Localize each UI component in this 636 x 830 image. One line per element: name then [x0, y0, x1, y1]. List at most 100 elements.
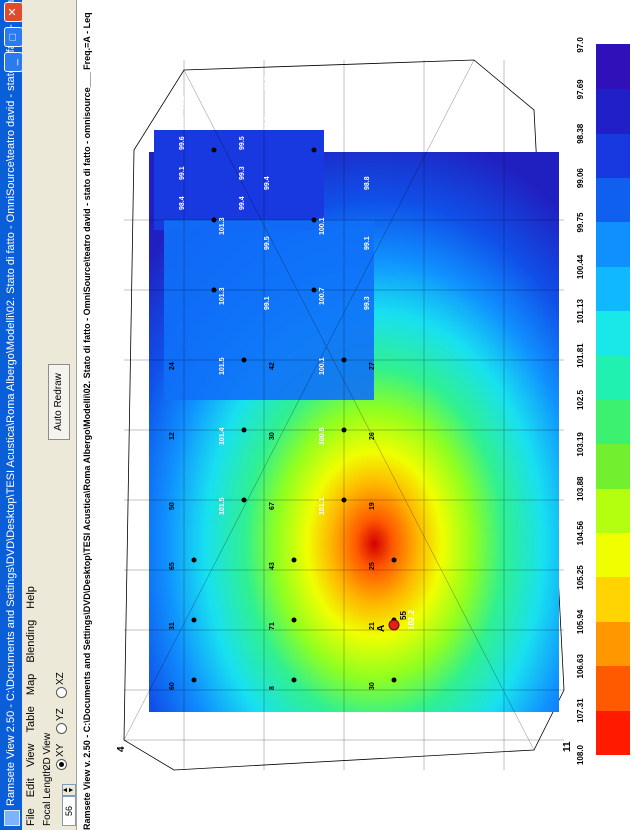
menu-bar: File Edit View Table Map Blending Help — [22, 0, 40, 830]
map-value-label: 100.5 — [319, 427, 326, 445]
scale-swatch — [596, 310, 630, 356]
map-value-label: 8 — [269, 686, 276, 690]
menu-blending[interactable]: Blending — [25, 619, 37, 663]
source-label: A — [376, 625, 387, 632]
map-value-label: 101.3 — [219, 287, 226, 305]
map-value-label: 100.1 — [319, 357, 326, 375]
scale-swatch — [596, 88, 630, 134]
close-button[interactable]: ✕ — [4, 2, 22, 22]
scale-swatch — [596, 355, 630, 400]
view-controls: 2D View XY YZ XZ Focal Length 56 ▲ ▼ Auto… — [40, 0, 77, 830]
scale-swatch — [596, 177, 630, 223]
scale-swatch — [596, 532, 630, 578]
menu-file[interactable]: File — [25, 808, 37, 826]
maximize-button[interactable]: □ — [4, 27, 22, 48]
window-buttons: _ □ ✕ — [2, 2, 22, 74]
map-value-label: 99.8 — [239, 96, 246, 110]
scale-label: 105.25 — [576, 565, 585, 590]
row-value-labels: 101.5 101.4 101.5 101.3 101.3 101.1 100.5 100.1… — [219, 217, 326, 515]
scale-label: 101.81 — [576, 343, 585, 368]
scale-swatch — [596, 222, 630, 267]
map-value-label: 98.4 — [179, 196, 186, 210]
focal-length-input[interactable]: 56 — [62, 796, 76, 826]
view-2d-label: 2D View — [42, 732, 53, 770]
map-value-label: 99.6 — [179, 136, 186, 150]
corner-bottom-label: 11 — [562, 741, 573, 752]
scale-swatch — [596, 710, 630, 755]
map-value-label: 67 — [269, 502, 276, 510]
map-value-label: 26 — [369, 432, 376, 440]
map-value-label: 50 — [169, 502, 176, 510]
map-value-label: 99.5 — [239, 136, 246, 150]
map-value-label: 100.7 — [319, 287, 326, 305]
minimize-button[interactable]: _ — [4, 52, 22, 73]
map-value-label: 24 — [169, 362, 176, 370]
map-value-label: 98.1 — [179, 96, 186, 110]
map-value-label: 96.2 — [239, 116, 246, 130]
map-value-label: 65 — [169, 562, 176, 570]
scale-label: 99.06 — [576, 168, 585, 189]
spin-down-icon[interactable]: ▼ — [68, 786, 75, 794]
hotspot-label: 102.2 — [407, 609, 416, 630]
map-value-label: 99.3 — [239, 166, 246, 180]
scale-swatch — [596, 665, 630, 711]
far-value-labels: 98.4 99.6 98.1 99.1 99.5 99.4 99.5 99.8 99.3 96.2 — [179, 96, 246, 210]
map-value-label: 99.2 — [264, 76, 271, 90]
radio-yz[interactable] — [56, 723, 67, 734]
acoustic-map: A 102.2 55 4 11 101.5 101.4 101.5 101.3 101.… — [94, 0, 574, 830]
scale-label: 107.31 — [576, 698, 585, 723]
balcony-blue-block — [164, 220, 374, 400]
scale-swatch — [596, 443, 630, 489]
map-value-label: 101.3 — [219, 217, 226, 235]
menu-help[interactable]: Help — [25, 586, 37, 609]
map-value-label: 30 — [269, 432, 276, 440]
scale-label: 97.0 — [576, 37, 585, 53]
radio-xz-label: XZ — [55, 672, 66, 685]
map-value-label: 99.0 — [364, 116, 371, 130]
seat-id-labels: 60 31 65 50 12 24 8 71 43 67 30 42 30 21 25 19 26 27 — [169, 362, 376, 690]
seat-markers — [191, 147, 397, 683]
scale-swatch — [596, 133, 630, 179]
menu-map[interactable]: Map — [25, 673, 37, 696]
map-value-label: 42 — [269, 362, 276, 370]
map-value-label: 99.4 — [264, 176, 271, 190]
scale-swatch — [596, 621, 630, 667]
scale-label: 103.88 — [576, 476, 585, 501]
map-value-label: 101.5 — [219, 357, 226, 375]
app-icon — [4, 810, 20, 826]
scale-label: 103.19 — [576, 432, 585, 457]
scale-label: 98.38 — [576, 123, 585, 144]
map-value-label: 31 — [169, 622, 176, 630]
scale-swatch — [596, 44, 630, 90]
map-value-label: 99.6 — [264, 116, 271, 130]
map-value-label: 99.1 — [264, 296, 271, 310]
map-value-label: 99.3 — [364, 296, 371, 310]
focal-length-label: Focal Length — [42, 768, 53, 826]
radio-yz-label: YZ — [55, 708, 66, 721]
scale-swatch — [596, 488, 630, 534]
scale-label: 102.5 — [576, 389, 585, 411]
menu-edit[interactable]: Edit — [25, 778, 37, 798]
map-value-label: 99.4 — [239, 196, 246, 210]
menu-table[interactable]: Table — [25, 706, 37, 733]
radio-xy[interactable] — [56, 759, 67, 770]
scale-label: 99.75 — [576, 212, 585, 233]
radio-xy-label: XY — [55, 743, 66, 757]
title-bar: Ramsete View 2.50 - C:\Documents and Set… — [0, 0, 22, 830]
map-value-label: 43 — [269, 562, 276, 570]
menu-view[interactable]: View — [25, 743, 37, 768]
scale-swatch — [596, 577, 630, 622]
map-value-label: 100.1 — [319, 217, 326, 235]
map-value-label: 71 — [269, 622, 276, 630]
radio-xz[interactable] — [56, 687, 67, 698]
focal-length-spinner[interactable]: ▲ ▼ — [62, 784, 76, 796]
window-title: Ramsete View 2.50 - C:\Documents and Set… — [5, 0, 17, 806]
acoustic-map-svg: A 102.2 55 4 11 101.5101.4101.5101.3101.… — [116, 59, 573, 771]
map-value-label: 21 — [369, 622, 376, 630]
map-value-label: 99.5 — [179, 116, 186, 130]
map-value-label: 12 — [169, 432, 176, 440]
auto-redraw-button[interactable]: Auto Redraw — [48, 364, 70, 440]
scale-label: 101.13 — [576, 299, 585, 324]
scale-label: 100.44 — [576, 254, 585, 280]
